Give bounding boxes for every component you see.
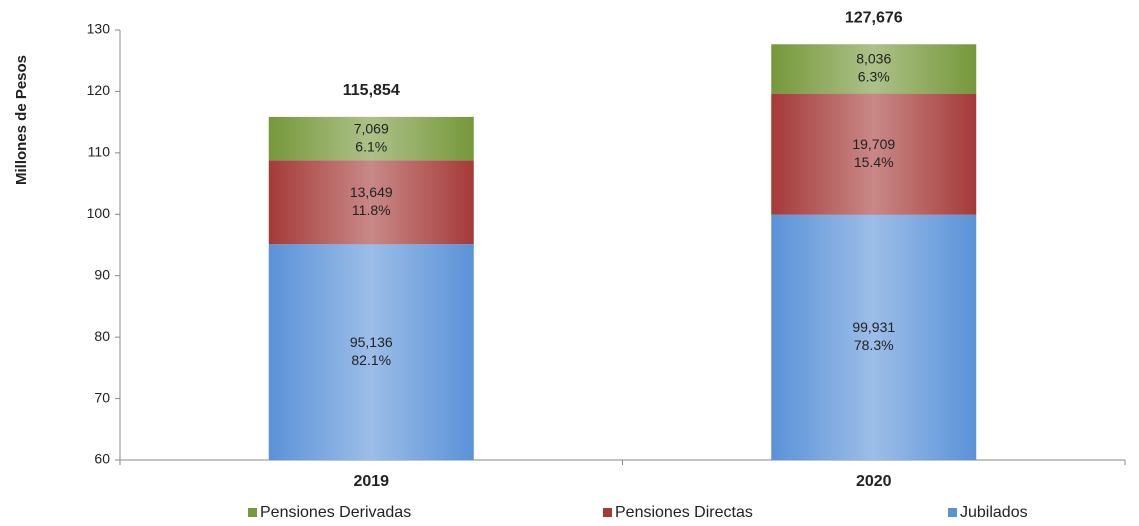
legend-label: Pensiones Directas	[615, 504, 753, 521]
legend-label: Jubilados	[960, 504, 1028, 521]
y-tick-label: 60	[94, 451, 110, 467]
legend-swatch	[603, 508, 612, 517]
share-label: 78.3%	[854, 337, 894, 353]
bar-sheen	[771, 93, 977, 215]
y-tick-label: 130	[87, 21, 111, 37]
share-label: 6.3%	[858, 69, 890, 85]
value-label: 95,136	[350, 334, 393, 350]
share-label: 15.4%	[854, 154, 894, 170]
y-tick-label: 110	[88, 144, 111, 160]
value-label: 7,069	[354, 120, 389, 136]
bar-sheen	[771, 44, 977, 94]
y-tick-label: 70	[94, 389, 110, 405]
value-label: 19,709	[852, 136, 895, 152]
share-label: 82.1%	[351, 352, 391, 368]
legend-swatch	[948, 508, 957, 517]
y-axis-title: Millones de Pesos	[13, 55, 30, 185]
legend-label: Pensiones Derivadas	[260, 504, 411, 521]
total-label: 127,676	[845, 9, 903, 26]
legend-swatch	[248, 508, 257, 517]
share-label: 11.8%	[352, 202, 391, 218]
total-label: 115,854	[343, 82, 400, 99]
bar-sheen	[268, 160, 474, 245]
x-tick-label: 2019	[353, 473, 389, 490]
y-tick-label: 80	[94, 328, 110, 344]
value-label: 13,649	[350, 184, 393, 200]
y-tick-label: 120	[87, 82, 111, 98]
value-label: 99,931	[852, 319, 895, 335]
bar-sheen	[268, 116, 474, 161]
bar-sheen	[268, 244, 474, 460]
y-tick-label: 100	[87, 205, 111, 221]
value-label: 8,036	[856, 51, 891, 67]
x-tick-label: 2020	[856, 473, 892, 490]
y-tick-label: 90	[94, 266, 110, 282]
share-label: 6.1%	[355, 138, 387, 154]
bar-sheen	[771, 214, 977, 460]
